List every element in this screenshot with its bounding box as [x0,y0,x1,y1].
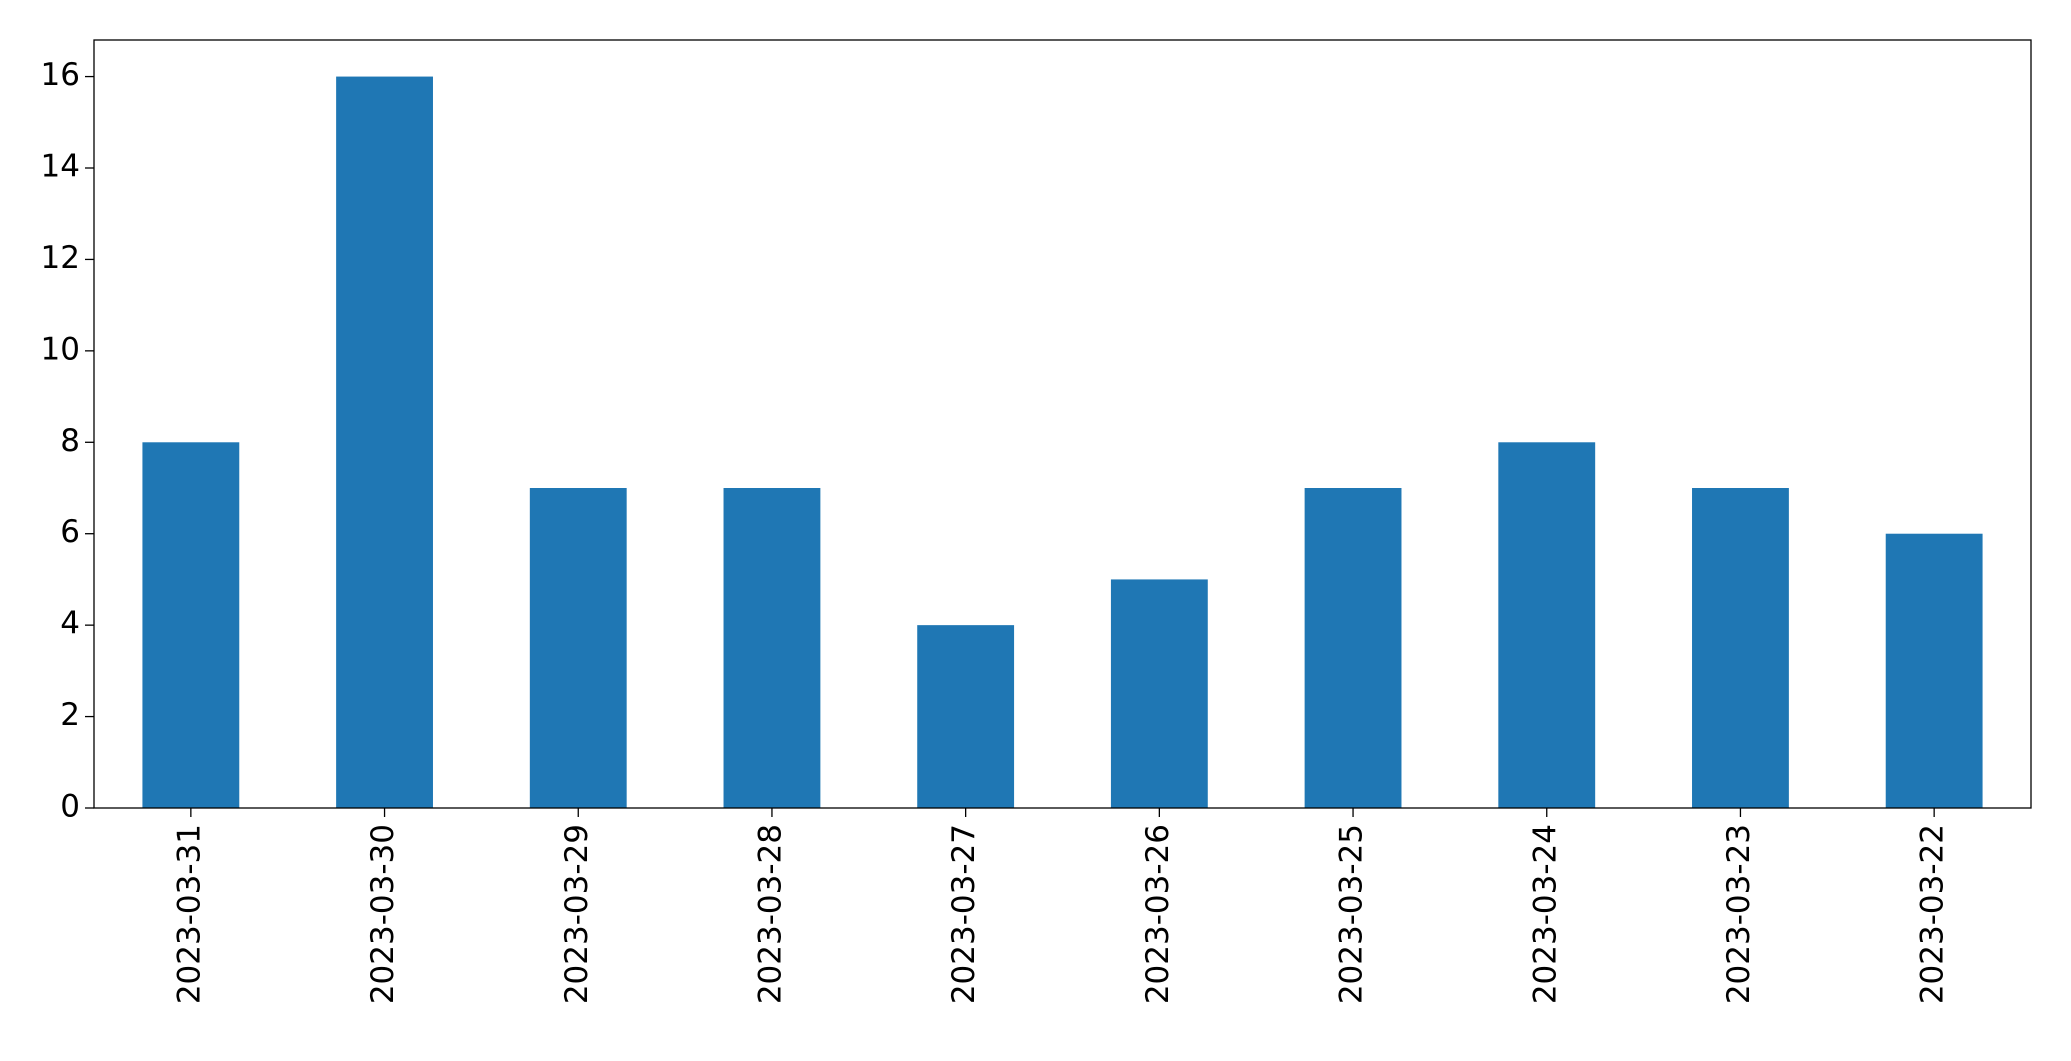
y-tick-label: 0 [60,789,80,825]
y-tick-label: 10 [41,331,80,367]
y-tick-label: 4 [60,606,80,642]
bar [1498,442,1596,808]
x-tick-label: 2023-03-25 [1334,824,1370,1004]
x-tick-label: 2023-03-27 [946,824,982,1004]
y-tick-label: 2 [60,697,80,733]
plot-frame [93,39,2032,809]
x-tick-label: 2023-03-24 [1527,824,1563,1004]
x-tick-label: 2023-03-26 [1140,824,1176,1004]
bar [1692,488,1789,808]
x-tick-label: 2023-03-28 [752,824,788,1004]
bar [1110,579,1208,808]
bar [1304,488,1402,808]
x-tick-label: 2023-03-23 [1721,824,1757,1004]
bar [336,76,433,809]
y-tick-label: 16 [41,57,80,93]
x-tick-label: 2023-03-29 [559,824,595,1004]
x-tick-label: 2023-03-31 [171,824,207,1004]
bar [1885,533,1983,808]
bar [142,442,240,808]
y-tick-label: 14 [41,149,80,185]
bar [723,488,821,808]
y-tick-label: 8 [60,423,80,459]
bar [917,625,1015,808]
y-tick-label: 6 [60,514,80,550]
y-tick-label: 12 [41,240,80,276]
x-tick-label: 2023-03-22 [1915,824,1951,1004]
x-tick-label: 2023-03-30 [365,824,401,1004]
bar [529,488,627,808]
